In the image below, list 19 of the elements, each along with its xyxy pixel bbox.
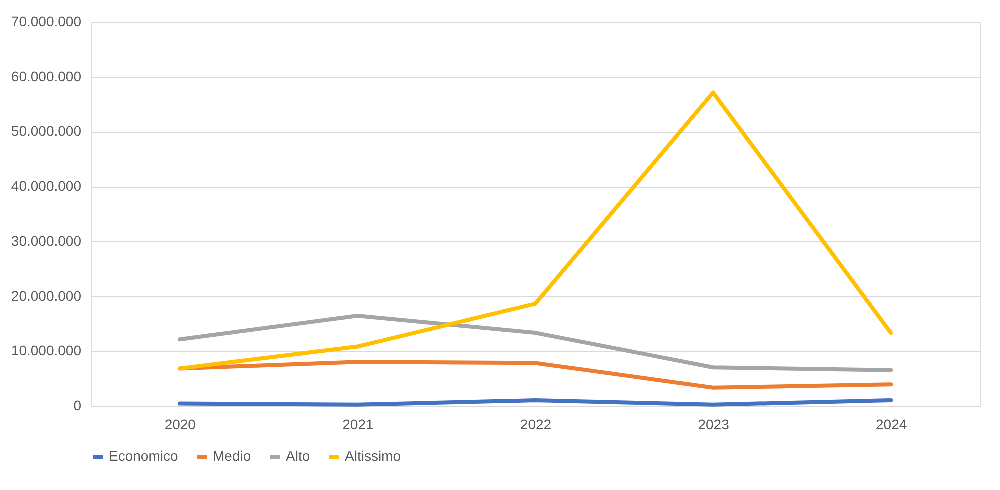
y-tick-label: 50.000.000 xyxy=(11,123,82,140)
line-series xyxy=(178,90,894,371)
x-tick-label: 2022 xyxy=(520,416,552,432)
legend-label: Altissimo xyxy=(345,448,402,464)
legend-label: Economico xyxy=(109,448,178,464)
y-tick-label: 60.000.000 xyxy=(11,68,82,84)
y-tick-label: 30.000.000 xyxy=(11,232,82,249)
x-tick-label: 2023 xyxy=(698,416,730,432)
x-tick-label: 2024 xyxy=(876,416,908,432)
legend-label: Medio xyxy=(213,448,252,464)
y-tick-label: 40.000.000 xyxy=(11,178,82,194)
y-tick-label: 10.000.000 xyxy=(11,342,82,359)
x-tick-label: 2020 xyxy=(164,416,196,432)
y-tick-label: 20.000.000 xyxy=(11,288,82,304)
y-tick-label: 70.000.000 xyxy=(11,14,82,30)
line-series xyxy=(178,314,894,372)
x-tick-label: 2021 xyxy=(342,416,374,432)
legend-label: Alto xyxy=(286,448,310,464)
y-tick-label: 0 xyxy=(74,398,82,414)
